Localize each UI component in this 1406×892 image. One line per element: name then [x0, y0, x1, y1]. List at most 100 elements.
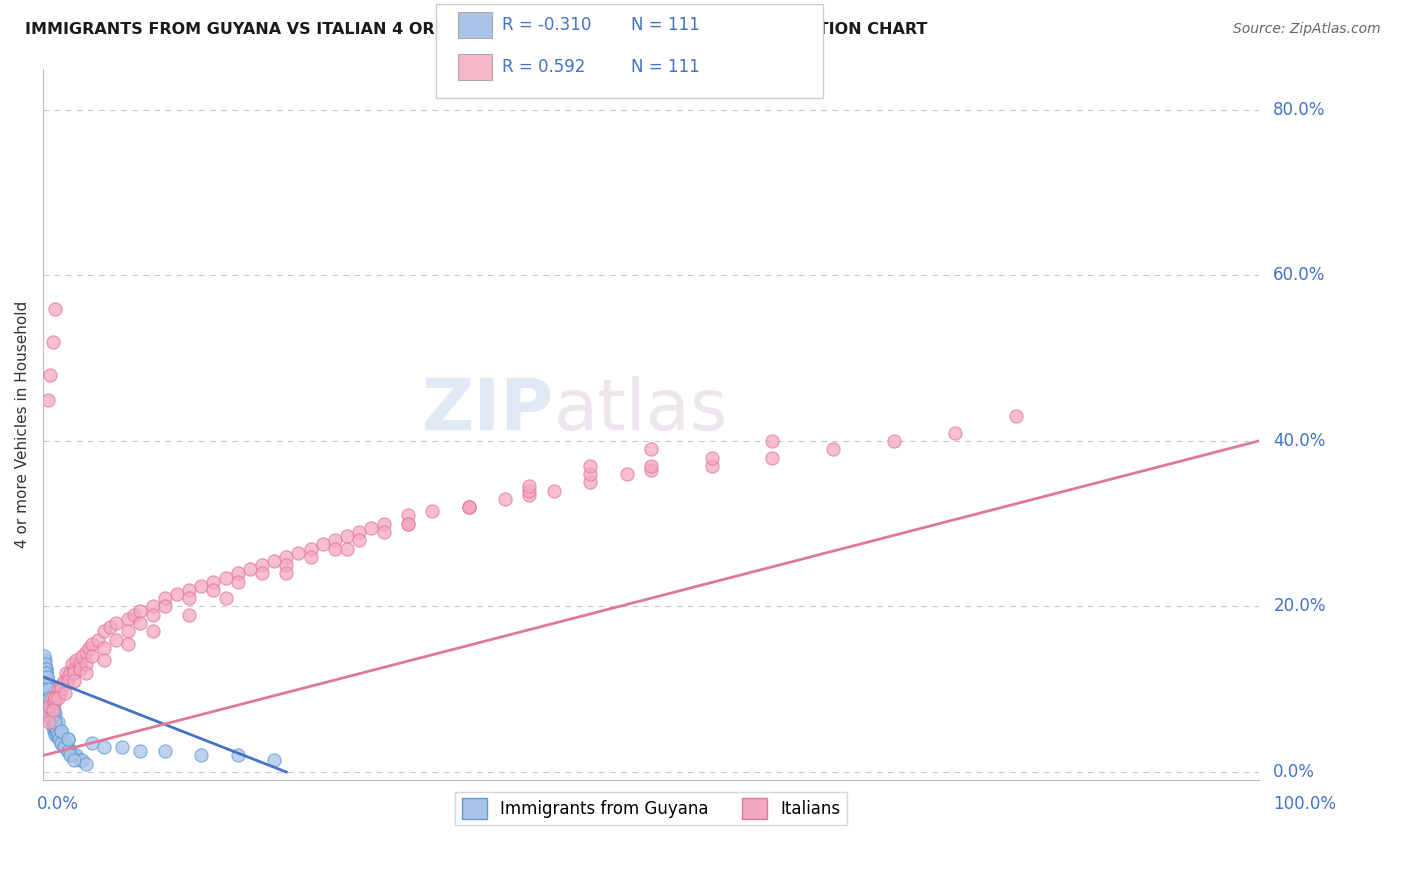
- Point: [42, 707, 65, 722]
- Point: [39, 698, 62, 713]
- Text: Source: ZipAtlas.com: Source: ZipAtlas.com: [1233, 22, 1381, 37]
- Point: [263, 554, 285, 568]
- Point: [62, 662, 84, 676]
- Point: [34, 653, 56, 667]
- Text: 0.0%: 0.0%: [37, 795, 79, 813]
- Point: [276, 566, 298, 581]
- Point: [39, 707, 62, 722]
- Point: [37, 690, 59, 705]
- Point: [39, 711, 62, 725]
- Text: IMMIGRANTS FROM GUYANA VS ITALIAN 4 OR MORE VEHICLES IN HOUSEHOLD CORRELATION CH: IMMIGRANTS FROM GUYANA VS ITALIAN 4 OR M…: [25, 22, 928, 37]
- Point: [336, 529, 359, 543]
- Point: [38, 686, 60, 700]
- Point: [52, 736, 75, 750]
- Point: [153, 599, 176, 614]
- Point: [52, 740, 75, 755]
- Text: R = 0.592: R = 0.592: [502, 58, 585, 76]
- Point: [37, 392, 59, 407]
- Point: [44, 690, 66, 705]
- Point: [35, 690, 58, 705]
- Point: [56, 744, 79, 758]
- Text: N = 111: N = 111: [631, 16, 700, 34]
- Point: [62, 748, 84, 763]
- Point: [51, 723, 73, 738]
- Point: [93, 624, 115, 639]
- Point: [38, 695, 60, 709]
- Point: [457, 500, 479, 515]
- Point: [69, 662, 91, 676]
- Point: [883, 434, 905, 448]
- Point: [38, 698, 60, 713]
- Point: [640, 463, 662, 477]
- Point: [42, 703, 65, 717]
- Point: [60, 748, 83, 763]
- Point: [45, 723, 67, 738]
- Point: [39, 698, 62, 713]
- Point: [117, 637, 139, 651]
- Text: R = -0.310: R = -0.310: [502, 16, 592, 34]
- Point: [44, 715, 66, 730]
- Legend: Immigrants from Guyana, Italians: Immigrants from Guyana, Italians: [456, 792, 846, 825]
- Point: [56, 670, 79, 684]
- Point: [48, 728, 70, 742]
- Point: [396, 516, 419, 531]
- Point: [38, 715, 60, 730]
- Point: [142, 624, 165, 639]
- Point: [75, 645, 97, 659]
- Point: [276, 549, 298, 564]
- Point: [34, 657, 56, 672]
- Point: [41, 695, 63, 709]
- Point: [75, 665, 97, 680]
- Point: [360, 521, 382, 535]
- Point: [34, 662, 56, 676]
- Text: 40.0%: 40.0%: [1274, 432, 1326, 450]
- Point: [51, 723, 73, 738]
- Point: [35, 707, 58, 722]
- Point: [44, 719, 66, 733]
- Point: [105, 615, 128, 630]
- Point: [65, 748, 87, 763]
- Point: [44, 703, 66, 717]
- Point: [55, 740, 77, 755]
- Point: [44, 723, 66, 738]
- Point: [51, 736, 73, 750]
- Point: [226, 574, 249, 589]
- Point: [519, 483, 541, 498]
- Point: [53, 740, 76, 755]
- Point: [44, 715, 66, 730]
- Point: [263, 753, 285, 767]
- Point: [111, 740, 134, 755]
- Point: [62, 673, 84, 688]
- Point: [62, 753, 84, 767]
- Point: [37, 695, 59, 709]
- Point: [519, 479, 541, 493]
- Point: [38, 698, 60, 713]
- Point: [579, 458, 602, 473]
- Point: [46, 682, 69, 697]
- Point: [70, 753, 93, 767]
- Point: [55, 665, 77, 680]
- Point: [37, 682, 59, 697]
- Point: [44, 719, 66, 733]
- Point: [519, 488, 541, 502]
- Point: [79, 640, 101, 655]
- Point: [58, 744, 80, 758]
- Point: [35, 678, 58, 692]
- Point: [1004, 409, 1026, 424]
- Point: [87, 632, 110, 647]
- Point: [38, 698, 60, 713]
- Point: [51, 682, 73, 697]
- Point: [46, 690, 69, 705]
- Point: [41, 707, 63, 722]
- Point: [117, 624, 139, 639]
- Point: [44, 695, 66, 709]
- Point: [129, 744, 152, 758]
- Point: [93, 740, 115, 755]
- Point: [117, 612, 139, 626]
- Point: [38, 682, 60, 697]
- Text: 100.0%: 100.0%: [1274, 795, 1336, 813]
- Point: [35, 670, 58, 684]
- Point: [640, 458, 662, 473]
- Point: [69, 753, 91, 767]
- Point: [75, 756, 97, 771]
